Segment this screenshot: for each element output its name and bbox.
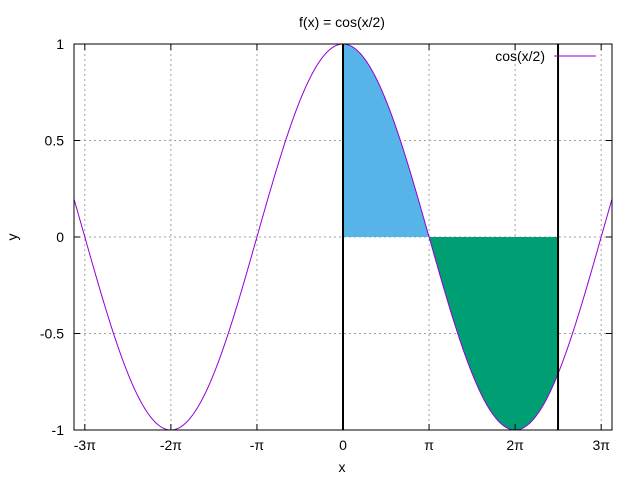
filled-region <box>429 237 559 430</box>
x-axis-label: x <box>339 459 346 475</box>
ticks: -3π -2π -π 0 π 2π 3π 1 0.5 0 -0.5 -1 <box>40 36 612 453</box>
y-axis-label: y <box>4 234 20 241</box>
x-tick-label: -3π <box>74 437 96 453</box>
legend: cos(x/2) <box>495 48 596 64</box>
x-tick-label: 0 <box>339 437 347 453</box>
chart-title: f(x) = cos(x/2) <box>299 14 385 30</box>
filled-regions <box>343 44 559 430</box>
y-tick-label: -1 <box>52 422 65 438</box>
vertical-lines <box>342 44 560 430</box>
y-tick-label: 0.5 <box>45 133 65 149</box>
y-tick-label: 0 <box>56 229 64 245</box>
y-tick-label: -0.5 <box>40 326 64 342</box>
x-tick-label: -π <box>250 437 265 453</box>
x-tick-label: π <box>424 437 434 453</box>
x-tick-label: -2π <box>160 437 182 453</box>
x-tick-label: 2π <box>506 437 524 453</box>
x-tick-label: 3π <box>592 437 610 453</box>
legend-label: cos(x/2) <box>495 48 545 64</box>
filled-region <box>343 44 430 237</box>
y-tick-label: 1 <box>56 36 64 52</box>
